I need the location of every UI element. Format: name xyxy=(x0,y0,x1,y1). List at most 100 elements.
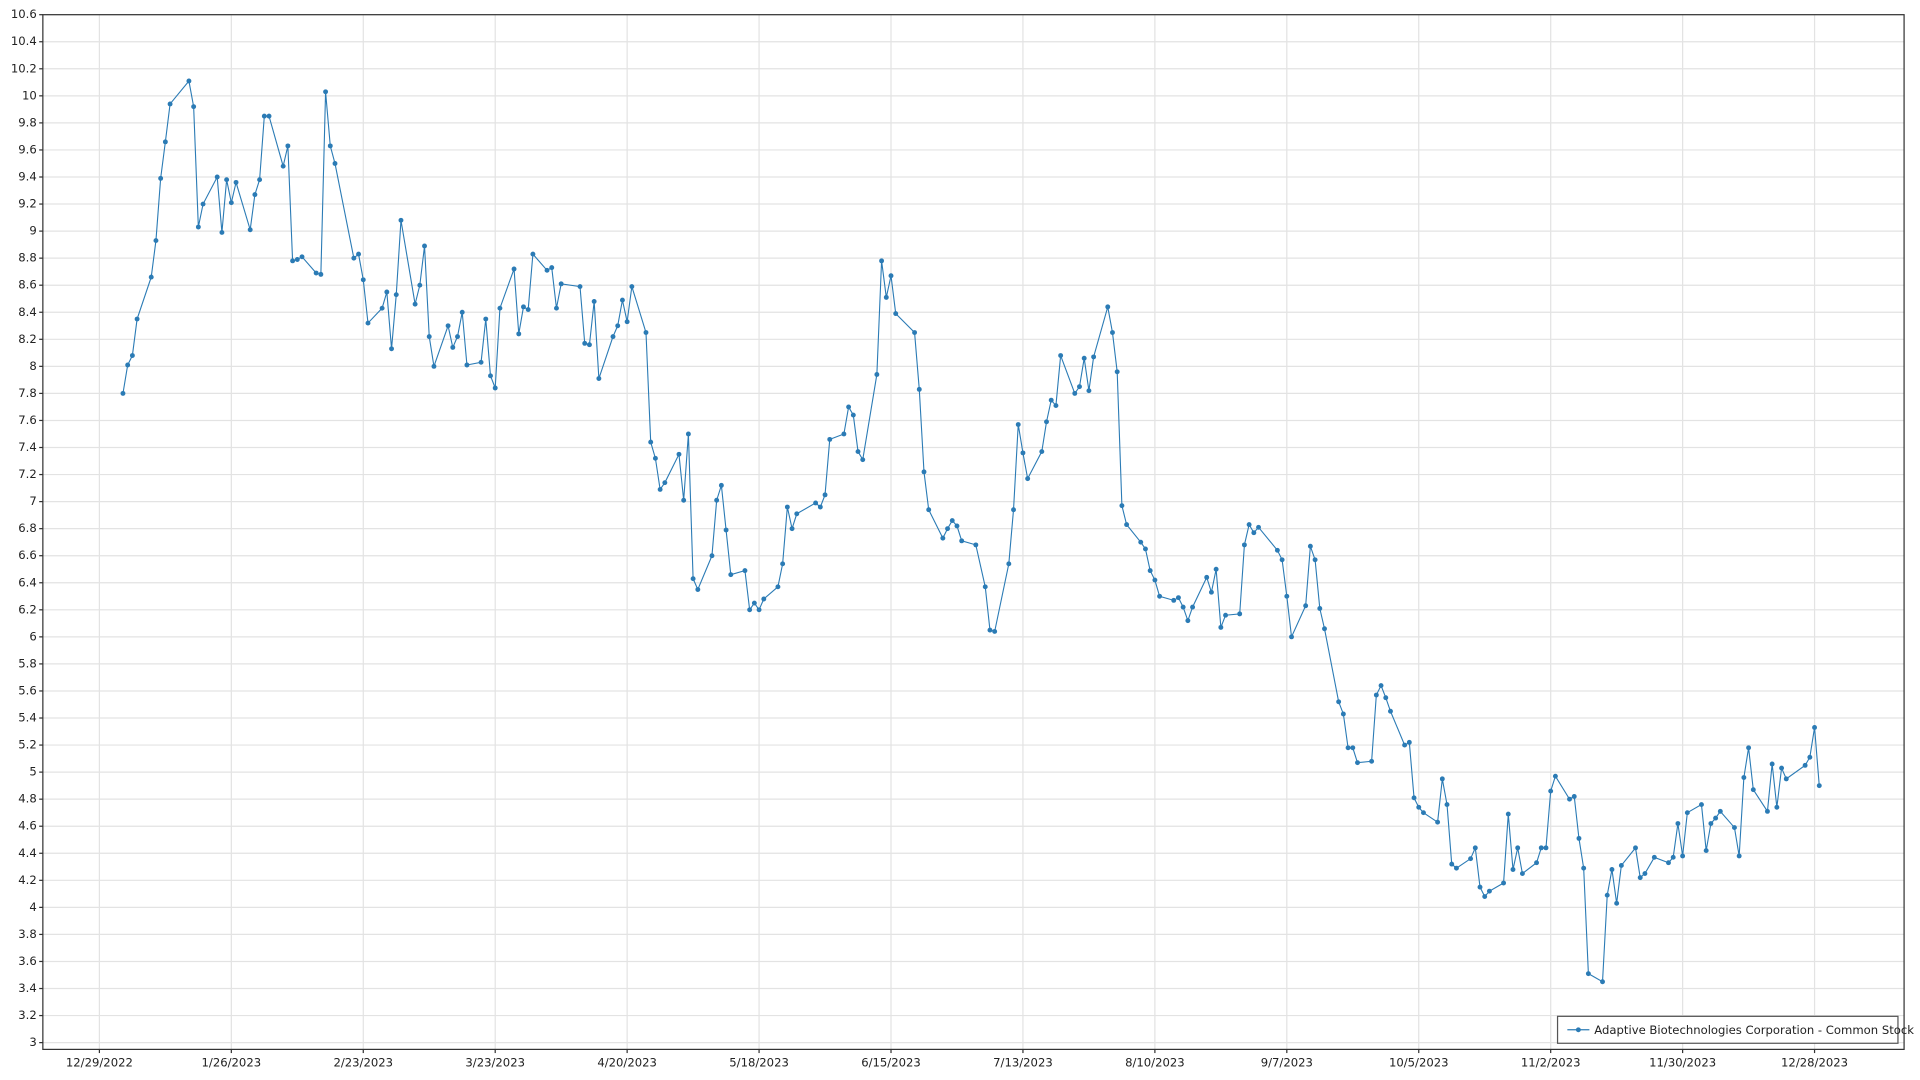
data-point xyxy=(280,163,286,169)
data-point xyxy=(1675,821,1681,826)
data-point xyxy=(365,320,371,326)
data-point xyxy=(817,504,823,510)
x-tick-label: 12/28/2023 xyxy=(1781,1055,1848,1069)
data-point xyxy=(1077,384,1082,390)
legend: Adaptive Biotechnologies Corporation - C… xyxy=(1556,1015,1914,1044)
data-point xyxy=(695,587,701,592)
data-point xyxy=(1576,835,1582,841)
data-point xyxy=(874,372,880,377)
data-point xyxy=(1501,880,1507,886)
data-point xyxy=(1091,354,1097,360)
data-point xyxy=(747,607,753,613)
data-point xyxy=(483,316,489,322)
data-point xyxy=(1241,542,1247,548)
plot-area xyxy=(120,78,1822,985)
data-point xyxy=(1703,848,1709,854)
data-point xyxy=(1482,894,1488,899)
data-point xyxy=(129,353,135,358)
data-point xyxy=(1684,810,1690,816)
data-point xyxy=(1416,804,1422,810)
data-point xyxy=(351,255,357,261)
data-point xyxy=(191,104,197,110)
y-tick-label: 10.6 xyxy=(11,7,37,21)
data-point xyxy=(949,518,955,523)
data-point xyxy=(591,298,597,304)
data-point xyxy=(233,179,239,185)
data-point xyxy=(1355,760,1360,766)
data-point xyxy=(1138,539,1144,545)
data-point xyxy=(1732,825,1737,831)
data-point xyxy=(855,449,861,455)
data-point xyxy=(1774,804,1780,810)
data-point xyxy=(1670,854,1676,860)
data-point xyxy=(1783,776,1789,782)
data-point xyxy=(1373,692,1379,698)
data-point xyxy=(1157,593,1163,599)
y-tick-label: 5 xyxy=(29,765,36,779)
legend-box xyxy=(1556,1015,1899,1044)
x-tick-label: 9/7/2023 xyxy=(1261,1055,1313,1069)
data-point xyxy=(1699,802,1704,808)
data-point xyxy=(299,254,305,260)
data-point xyxy=(219,230,225,235)
x-tick-label: 11/30/2023 xyxy=(1649,1055,1716,1069)
data-point xyxy=(1435,819,1441,825)
data-point xyxy=(1383,695,1389,701)
data-point xyxy=(195,224,201,230)
data-point xyxy=(1510,867,1516,872)
data-point xyxy=(780,561,786,567)
data-point xyxy=(1472,845,1478,851)
data-point xyxy=(893,311,899,317)
data-point xyxy=(1642,871,1648,877)
y-tick-label: 3.4 xyxy=(18,981,37,995)
data-point xyxy=(1486,888,1492,894)
data-point xyxy=(389,346,394,352)
data-point xyxy=(1340,711,1346,717)
data-point xyxy=(643,330,649,335)
data-point xyxy=(1081,355,1087,361)
data-point xyxy=(586,342,592,348)
data-point xyxy=(459,309,465,315)
data-point xyxy=(860,457,866,463)
data-point xyxy=(1779,765,1785,771)
data-point xyxy=(827,436,833,442)
data-point xyxy=(356,251,362,257)
data-point xyxy=(200,201,206,207)
data-point xyxy=(266,113,272,119)
data-point xyxy=(1713,815,1719,821)
data-point xyxy=(1769,761,1775,767)
data-point xyxy=(257,177,263,183)
legend-marker xyxy=(1575,1027,1581,1033)
data-point xyxy=(723,527,729,533)
data-point xyxy=(987,627,993,633)
data-point xyxy=(1388,708,1393,714)
data-point xyxy=(1449,861,1455,867)
data-point xyxy=(789,526,795,532)
data-point xyxy=(1534,860,1539,866)
data-point xyxy=(549,265,555,271)
data-point xyxy=(1251,530,1257,536)
data-point xyxy=(511,266,517,272)
data-point xyxy=(1317,606,1323,611)
data-point xyxy=(1750,787,1756,793)
data-point xyxy=(285,143,291,149)
data-point xyxy=(379,305,385,311)
data-point xyxy=(1538,845,1544,851)
y-tick-label: 9 xyxy=(29,224,36,238)
data-point xyxy=(751,600,757,606)
data-point xyxy=(1651,854,1657,860)
y-tick-label: 5.6 xyxy=(18,683,37,697)
data-point xyxy=(850,412,856,418)
data-point xyxy=(1708,821,1714,826)
data-point xyxy=(1807,754,1813,760)
data-point xyxy=(497,305,503,311)
data-point xyxy=(318,271,324,277)
data-point xyxy=(1402,742,1408,748)
data-point xyxy=(1006,561,1012,567)
data-point xyxy=(247,227,253,233)
data-point xyxy=(167,101,173,107)
data-point xyxy=(492,385,498,391)
data-point xyxy=(662,480,668,486)
data-point xyxy=(393,292,399,298)
data-point xyxy=(973,542,979,548)
